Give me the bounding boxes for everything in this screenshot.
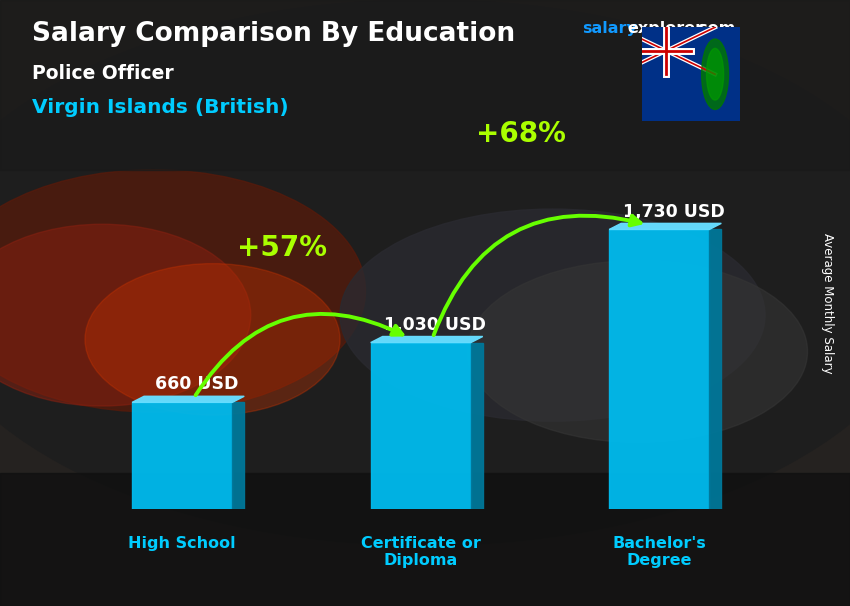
Text: Certificate or
Diploma: Certificate or Diploma	[360, 536, 481, 568]
Text: Bachelor's
Degree: Bachelor's Degree	[612, 536, 706, 568]
Text: Salary Comparison By Education: Salary Comparison By Education	[32, 21, 515, 47]
Ellipse shape	[706, 48, 723, 100]
Text: Average Monthly Salary: Average Monthly Salary	[821, 233, 835, 373]
Bar	[132, 402, 232, 509]
Text: 1,030 USD: 1,030 USD	[384, 316, 486, 334]
Ellipse shape	[701, 39, 728, 110]
Bar	[0, 0, 850, 170]
Bar	[0, 473, 850, 606]
Ellipse shape	[340, 209, 765, 421]
Text: 660 USD: 660 USD	[155, 376, 238, 393]
Bar	[371, 342, 471, 509]
Polygon shape	[232, 402, 244, 509]
Polygon shape	[471, 342, 483, 509]
Ellipse shape	[468, 261, 808, 442]
FancyArrowPatch shape	[196, 314, 402, 395]
Polygon shape	[609, 224, 722, 230]
Polygon shape	[710, 230, 722, 509]
Ellipse shape	[0, 170, 366, 412]
Text: salary: salary	[582, 21, 638, 36]
Ellipse shape	[85, 264, 340, 415]
Text: explorer: explorer	[627, 21, 704, 36]
Ellipse shape	[0, 0, 850, 545]
FancyArrowPatch shape	[434, 216, 640, 335]
Text: 1,730 USD: 1,730 USD	[623, 202, 724, 221]
Polygon shape	[132, 396, 244, 402]
Text: +57%: +57%	[237, 233, 327, 262]
Text: .com: .com	[692, 21, 735, 36]
Text: +68%: +68%	[476, 121, 566, 148]
Text: High School: High School	[128, 536, 236, 551]
Polygon shape	[371, 336, 483, 342]
Bar	[609, 230, 710, 509]
Text: Police Officer: Police Officer	[32, 64, 174, 82]
Ellipse shape	[0, 224, 251, 406]
Text: Virgin Islands (British): Virgin Islands (British)	[32, 98, 289, 117]
